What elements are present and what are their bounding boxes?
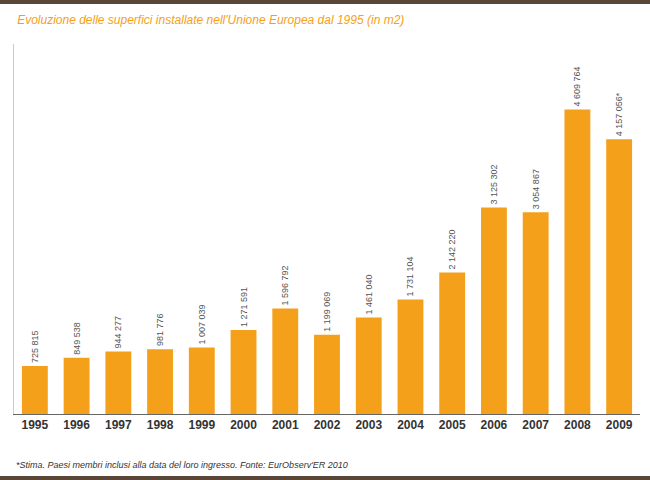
svg-text:2002: 2002 — [314, 418, 341, 432]
svg-text:1 271 591: 1 271 591 — [239, 287, 249, 327]
svg-text:1 199 069: 1 199 069 — [322, 292, 332, 332]
svg-text:944 277: 944 277 — [113, 316, 123, 349]
svg-text:725 815: 725 815 — [30, 330, 40, 363]
svg-text:2005: 2005 — [439, 418, 466, 432]
svg-text:849 538: 849 538 — [72, 322, 82, 355]
svg-text:1998: 1998 — [147, 418, 174, 432]
svg-text:1 731 104: 1 731 104 — [405, 257, 415, 297]
svg-text:4 157 056*: 4 157 056* — [614, 92, 624, 136]
svg-text:*Stima. Paesi membri inclusi a: *Stima. Paesi membri inclusi alla data d… — [16, 460, 348, 470]
svg-text:1 461 040: 1 461 040 — [364, 274, 374, 314]
svg-text:2 142 220: 2 142 220 — [447, 229, 457, 269]
svg-text:2003: 2003 — [355, 418, 382, 432]
svg-text:2008: 2008 — [564, 418, 591, 432]
svg-text:2006: 2006 — [481, 418, 508, 432]
svg-text:1996: 1996 — [63, 418, 90, 432]
svg-text:1997: 1997 — [105, 418, 132, 432]
svg-text:1 596 792: 1 596 792 — [280, 265, 290, 305]
svg-text:1 007 039: 1 007 039 — [197, 304, 207, 344]
svg-text:3 125 302: 3 125 302 — [489, 164, 499, 204]
svg-text:1999: 1999 — [188, 418, 215, 432]
svg-text:2007: 2007 — [522, 418, 549, 432]
svg-text:2009: 2009 — [606, 418, 633, 432]
svg-text:1995: 1995 — [22, 418, 49, 432]
svg-text:4 609 764: 4 609 764 — [572, 66, 582, 106]
svg-text:2004: 2004 — [397, 418, 424, 432]
svg-text:981 776: 981 776 — [155, 314, 165, 347]
svg-text:2000: 2000 — [230, 418, 257, 432]
svg-text:3 054 867: 3 054 867 — [531, 169, 541, 209]
svg-text:2001: 2001 — [272, 418, 299, 432]
svg-text:Evoluzione delle superfici ins: Evoluzione delle superfici installate ne… — [17, 13, 404, 27]
